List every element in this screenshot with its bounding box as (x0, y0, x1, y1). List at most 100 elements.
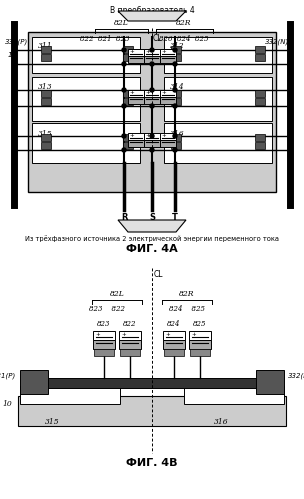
Bar (171, 89, 181, 96)
Bar (144, 56, 160, 63)
Bar (171, 45, 181, 52)
Text: 823    822: 823 822 (89, 305, 125, 313)
Bar (32, 77, 140, 121)
Bar (119, 331, 141, 340)
Bar (255, 142, 265, 149)
Text: 313: 313 (38, 83, 53, 91)
Bar (20, 386, 120, 404)
Bar (28, 32, 276, 192)
Text: +: + (145, 90, 150, 95)
Bar (123, 97, 133, 104)
Circle shape (150, 134, 154, 138)
Text: T: T (172, 213, 178, 222)
Text: 332(N): 332(N) (288, 373, 304, 379)
Circle shape (122, 62, 126, 66)
Bar (163, 331, 185, 340)
Bar (128, 133, 144, 140)
Text: 823: 823 (97, 320, 111, 328)
Text: +: + (161, 133, 166, 138)
Circle shape (173, 48, 177, 52)
Circle shape (122, 104, 126, 108)
Bar (20, 370, 48, 394)
Text: S: S (149, 213, 155, 222)
Bar (32, 123, 140, 163)
Text: +: + (129, 49, 134, 54)
Text: +: + (192, 332, 196, 337)
Bar (93, 340, 115, 349)
Bar (255, 89, 265, 96)
Polygon shape (118, 11, 186, 21)
Text: 824    825: 824 825 (169, 305, 205, 313)
Bar (160, 90, 176, 97)
Bar (144, 49, 160, 56)
Bar (189, 331, 211, 340)
Bar (190, 349, 210, 356)
Text: 311: 311 (38, 42, 53, 50)
Text: 316: 316 (170, 130, 185, 138)
Bar (94, 349, 114, 356)
Text: +: + (129, 133, 134, 138)
Text: В преобразователь 4: В преобразователь 4 (110, 6, 194, 15)
Bar (123, 142, 133, 149)
Bar (123, 134, 133, 141)
Bar (144, 140, 160, 147)
Text: 822  821  823: 822 821 823 (80, 35, 130, 43)
Circle shape (173, 148, 177, 152)
Bar (144, 97, 160, 104)
Bar (128, 49, 144, 56)
Bar (41, 97, 51, 104)
Text: 824: 824 (167, 320, 181, 328)
Bar (164, 123, 272, 163)
Text: +: + (95, 332, 100, 337)
Text: CL: CL (154, 270, 164, 279)
Circle shape (173, 62, 177, 66)
Text: 82L: 82L (109, 290, 124, 298)
Circle shape (122, 48, 126, 52)
Bar (41, 142, 51, 149)
Bar (25, 378, 279, 388)
Text: CL: CL (153, 34, 163, 43)
Bar (123, 45, 133, 52)
Bar (144, 90, 160, 97)
Bar (189, 340, 211, 349)
Bar (93, 331, 115, 340)
Bar (41, 45, 51, 52)
Bar (171, 142, 181, 149)
Text: 331(P): 331(P) (0, 373, 16, 379)
Circle shape (150, 62, 154, 66)
Text: 315: 315 (38, 130, 53, 138)
Polygon shape (118, 220, 186, 232)
Bar (128, 90, 144, 97)
Bar (160, 133, 176, 140)
Text: 82L: 82L (114, 19, 128, 27)
Text: 82R: 82R (176, 19, 192, 27)
Text: +: + (161, 90, 166, 95)
Text: 826  824  825: 826 824 825 (159, 35, 209, 43)
Text: 315: 315 (45, 418, 60, 426)
Bar (18, 396, 286, 426)
Bar (144, 133, 160, 140)
Bar (256, 370, 284, 394)
Bar (164, 349, 184, 356)
Bar (120, 349, 140, 356)
Circle shape (150, 48, 154, 52)
Bar (255, 53, 265, 60)
Bar (171, 134, 181, 141)
Bar (160, 97, 176, 104)
Bar (160, 49, 176, 56)
Bar (119, 340, 141, 349)
Text: 10: 10 (8, 52, 17, 58)
Text: 10: 10 (2, 400, 12, 408)
Circle shape (122, 148, 126, 152)
Text: +: + (165, 332, 170, 337)
Bar (171, 97, 181, 104)
Circle shape (122, 88, 126, 92)
Bar (32, 37, 140, 73)
Bar (255, 134, 265, 141)
Bar (171, 53, 181, 60)
Circle shape (122, 134, 126, 138)
Bar (128, 97, 144, 104)
Circle shape (173, 134, 177, 138)
Text: +: + (129, 90, 134, 95)
Text: 331(P): 331(P) (5, 39, 28, 45)
